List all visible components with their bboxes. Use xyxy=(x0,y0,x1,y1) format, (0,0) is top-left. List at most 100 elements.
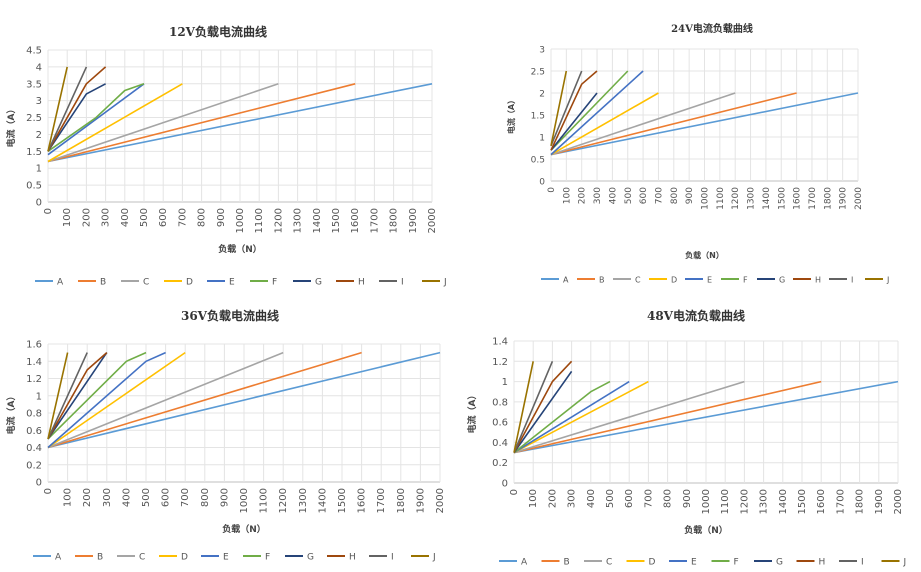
x-tick-label: 1800 xyxy=(855,489,866,514)
series-line-h xyxy=(513,360,573,453)
x-tick-label: 400 xyxy=(608,187,618,204)
y-tick-label: 0.2 xyxy=(26,460,42,471)
legend-label-a: A xyxy=(563,276,569,285)
x-tick-label: 1000 xyxy=(239,488,250,513)
x-tick-label: 900 xyxy=(682,489,693,508)
x-tick-label: 100 xyxy=(63,488,74,507)
x-tick-label: 500 xyxy=(141,488,152,507)
x-tick-label: 1800 xyxy=(396,488,407,513)
y-tick-label: 3.5 xyxy=(26,79,42,90)
series-line-g xyxy=(47,352,108,440)
legend-label-f: F xyxy=(743,276,748,285)
x-tick-label: 300 xyxy=(567,489,578,508)
x-tick-label: 900 xyxy=(216,208,227,227)
x-tick-label: 700 xyxy=(180,488,191,507)
x-tick-label: 1900 xyxy=(415,488,426,513)
legend-label-g: G xyxy=(315,278,322,288)
x-tick-label: 2000 xyxy=(854,187,864,210)
series-line-g xyxy=(47,83,106,152)
legend-label-c: C xyxy=(606,558,612,568)
x-tick-label: 500 xyxy=(624,187,634,204)
x-tick-label: 500 xyxy=(605,489,616,508)
series-line-f xyxy=(47,351,147,440)
series-line-c xyxy=(550,92,736,156)
series-line-j xyxy=(513,361,534,453)
series-line-a xyxy=(47,351,441,449)
y-tick-label: 1 xyxy=(539,134,545,144)
x-tick-label: 1500 xyxy=(331,208,342,233)
y-tick-label: 4 xyxy=(36,62,42,73)
legend-label-g: G xyxy=(776,558,783,568)
series-line-h xyxy=(550,70,598,151)
series-line-i xyxy=(513,360,554,453)
x-tick-label: 1100 xyxy=(259,488,270,513)
x-tick-label: 100 xyxy=(62,208,73,227)
series-line-i xyxy=(47,352,88,440)
legend-label-h: H xyxy=(358,278,365,288)
legend-label-b: B xyxy=(100,278,106,288)
legend-label-j: J xyxy=(432,553,436,563)
x-axis-label: 负载（N） xyxy=(222,523,266,535)
legend-label-i: I xyxy=(391,553,394,563)
series-line-f xyxy=(550,70,629,151)
x-tick-label: 200 xyxy=(578,187,588,204)
y-tick-label: 1.5 xyxy=(531,112,545,122)
x-tick-label: 1300 xyxy=(298,488,309,513)
y-tick-label: 0 xyxy=(36,198,42,209)
series-line-a xyxy=(550,92,859,156)
x-tick-label: 1700 xyxy=(376,488,387,513)
series-line-e xyxy=(47,351,166,449)
x-tick-label: 1100 xyxy=(254,208,265,233)
y-tick-label: 1.4 xyxy=(492,337,508,348)
series-line-d xyxy=(550,92,659,156)
legend-label-f: F xyxy=(272,278,277,288)
x-tick-label: 1900 xyxy=(839,187,849,210)
x-tick-label: 1600 xyxy=(793,187,803,210)
series-line-g xyxy=(550,92,598,151)
legend-label-d: D xyxy=(649,558,656,568)
x-tick-label: 1700 xyxy=(369,208,380,233)
x-tick-label: 1600 xyxy=(816,489,827,514)
x-tick-label: 400 xyxy=(120,208,131,227)
legend-label-a: A xyxy=(521,558,528,568)
x-tick-label: 800 xyxy=(197,208,208,227)
x-tick-label: 400 xyxy=(121,488,132,507)
series-line-f xyxy=(47,83,145,152)
x-tick-label: 1700 xyxy=(835,489,846,514)
y-tick-label: 0.4 xyxy=(26,443,42,454)
legend-label-i: I xyxy=(851,276,853,285)
series-line-j xyxy=(47,66,68,152)
x-tick-label: 0 xyxy=(43,208,54,214)
legend-label-e: E xyxy=(707,276,712,285)
x-tick-label: 300 xyxy=(101,208,112,227)
x-tick-label: 1500 xyxy=(777,187,787,210)
legend-label-f: F xyxy=(265,553,270,563)
x-tick-label: 600 xyxy=(158,208,169,227)
x-tick-label: 1600 xyxy=(350,208,361,233)
x-tick-label: 300 xyxy=(102,488,113,507)
legend-label-f: F xyxy=(734,558,739,568)
series-line-j xyxy=(550,70,568,146)
x-tick-label: 1900 xyxy=(874,489,885,514)
x-tick-label: 700 xyxy=(643,489,654,508)
legend-label-c: C xyxy=(635,276,641,285)
legend-label-c: C xyxy=(143,278,149,288)
x-tick-label: 200 xyxy=(81,208,92,227)
legend-label-j: J xyxy=(443,278,447,288)
chart-title: 48V电流负载曲线 xyxy=(647,308,745,323)
y-tick-label: 0.6 xyxy=(26,426,42,437)
x-tick-label: 0 xyxy=(43,488,54,494)
legend-label-b: B xyxy=(97,553,103,563)
y-tick-label: 1.4 xyxy=(26,357,42,368)
x-tick-label: 300 xyxy=(593,187,603,204)
series-line-b xyxy=(513,380,822,454)
y-axis-label: 电流（A） xyxy=(5,105,17,148)
series-line-d xyxy=(513,380,649,454)
legend-label-e: E xyxy=(229,278,235,288)
y-tick-label: 4.5 xyxy=(26,46,42,57)
y-tick-label: 1 xyxy=(502,377,508,388)
x-tick-label: 700 xyxy=(177,208,188,227)
chart-36v: 36V负载电流曲线 0 0.2 0.4 0.6 0.8 1 1.2 1.4 1.6 0 100 200 3… xyxy=(5,308,446,563)
x-tick-label: 0 xyxy=(509,489,520,495)
x-tick-label: 1300 xyxy=(293,208,304,233)
